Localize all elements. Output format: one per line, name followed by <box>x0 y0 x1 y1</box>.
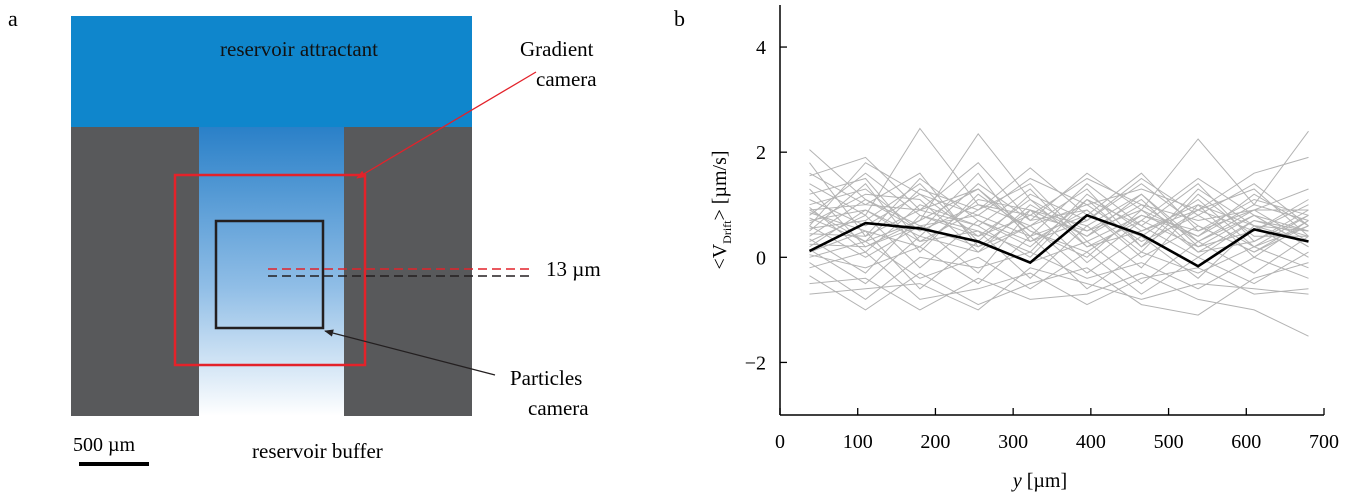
individual-series-line-34 <box>809 156 1309 227</box>
panel-a: a reservoir attractant 13 µm Gradient ca… <box>8 6 601 466</box>
x-tick-label-500: 500 <box>1154 431 1184 453</box>
particles-camera-label-line2: camera <box>528 396 589 420</box>
y-tick-label-3: 4 <box>756 37 766 59</box>
panel-a-label: a <box>8 6 18 31</box>
individual-series-line-14 <box>809 193 1309 253</box>
reservoir-buffer-label: reservoir buffer <box>252 439 383 463</box>
y-tick-label-2: 2 <box>756 142 766 164</box>
panel-b: b 0 100 200 300 400 500 600 700 −2 0 2 4 y [µm] <VD… <box>674 5 1339 492</box>
individual-series-line-31 <box>809 272 1309 337</box>
x-tick-label-0: 0 <box>775 431 785 453</box>
right-wall <box>344 127 472 416</box>
particles-camera-arrow <box>324 329 496 376</box>
scale-bar-label: 500 µm <box>73 434 136 456</box>
gradient-camera-frame <box>173 173 367 367</box>
y-axis-label-prefix: <V <box>709 243 731 269</box>
y-axis-label-sub: Drift <box>720 220 734 244</box>
x-tick-label-300: 300 <box>998 431 1028 453</box>
plot-axes: 0 100 200 300 400 500 600 700 −2 0 2 4 <box>745 5 1339 453</box>
individual-series-line-27 <box>809 240 1309 295</box>
gradient-camera-label-line1: Gradient <box>520 37 594 61</box>
individual-series-line-29 <box>809 251 1309 306</box>
y-axis-label-suffix: > [µm/s] <box>709 150 731 220</box>
reservoir-attractant-region <box>71 16 472 127</box>
individual-series-line-33 <box>809 130 1309 222</box>
particles-camera-frame <box>214 219 325 330</box>
mean-series-line <box>808 213 1309 268</box>
offset-label: 13 µm <box>546 257 601 281</box>
individual-series-line-26 <box>809 235 1309 290</box>
individual-series-line-32 <box>809 267 1309 311</box>
individual-series-line-35 <box>809 172 1309 243</box>
x-axis-label-var: y <box>1011 470 1022 492</box>
panel-b-label: b <box>674 6 685 31</box>
y-tick-label-1: 0 <box>756 247 766 269</box>
particles-camera-label-line1: Particles <box>510 366 582 390</box>
y-tick-label-0: −2 <box>745 352 766 374</box>
x-axis-label: y [µm] <box>1011 470 1067 492</box>
x-axis-label-unit: [µm] <box>1022 470 1067 492</box>
x-tick-label-400: 400 <box>1076 431 1106 453</box>
x-tick-label-600: 600 <box>1231 431 1261 453</box>
x-tick-label-100: 100 <box>843 431 873 453</box>
gradient-camera-label-line2: camera <box>536 67 597 91</box>
gradient-camera-arrow <box>356 71 537 179</box>
y-axis-label: <VDrift> [µm/s] <box>709 150 734 269</box>
individual-series-line-18 <box>809 188 1309 258</box>
reservoir-attractant-label: reservoir attractant <box>220 37 378 61</box>
plot-series <box>808 127 1309 337</box>
left-wall <box>71 127 199 416</box>
individual-series-line-28 <box>809 251 1309 301</box>
individual-series-line-20 <box>809 188 1309 274</box>
x-tick-label-200: 200 <box>920 431 950 453</box>
x-tick-label-700: 700 <box>1309 431 1339 453</box>
